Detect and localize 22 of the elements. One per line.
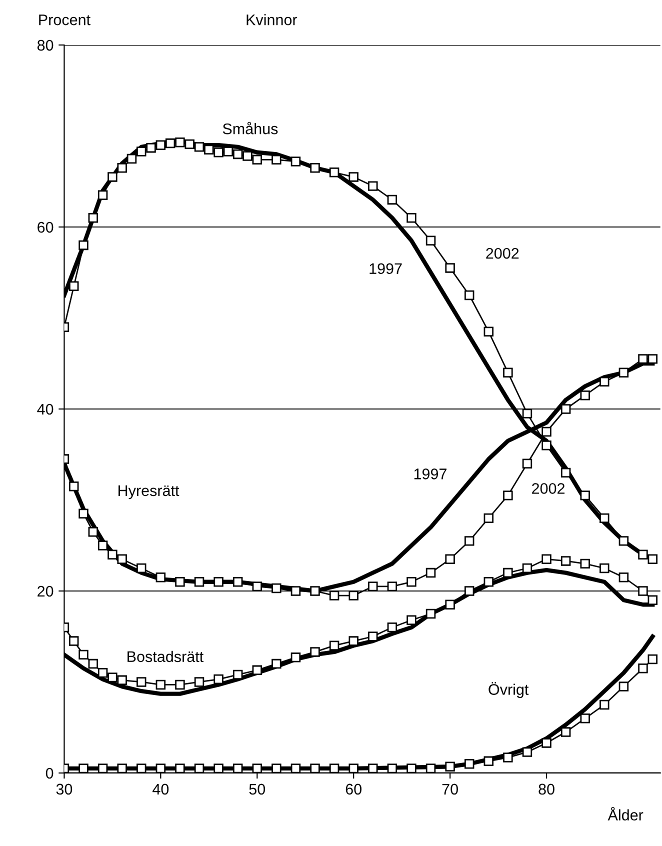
y-axis-title: Procent [39, 14, 90, 26]
x-tick-label: 40 [152, 784, 169, 795]
x-tick-label: 60 [346, 784, 362, 795]
x-axis-title: Ålder [608, 806, 644, 820]
annotation: 2002 [486, 248, 519, 259]
chart-title: Kvinnor [246, 14, 298, 26]
x-tick-label: 80 [538, 784, 554, 795]
annotation: 2002 [532, 483, 564, 494]
y-tick-label: 80 [37, 40, 54, 51]
y-tick-label: 0 [46, 768, 54, 779]
annotation: 1997 [414, 468, 446, 480]
y-tick-label: 20 [38, 586, 54, 597]
annotation: Övrigt [488, 682, 529, 698]
annotation: Hyresrätt [118, 485, 180, 500]
x-tick-label: 70 [442, 784, 458, 795]
y-tick-label: 60 [38, 222, 54, 233]
x-tick-label: 30 [56, 784, 72, 795]
annotation: Bostadsrätt [128, 650, 204, 662]
x-tick-label: 50 [249, 784, 266, 795]
annotation: 1997 [370, 263, 402, 274]
y-tick-label: 40 [37, 404, 54, 415]
annotation: Småhus [222, 122, 278, 134]
